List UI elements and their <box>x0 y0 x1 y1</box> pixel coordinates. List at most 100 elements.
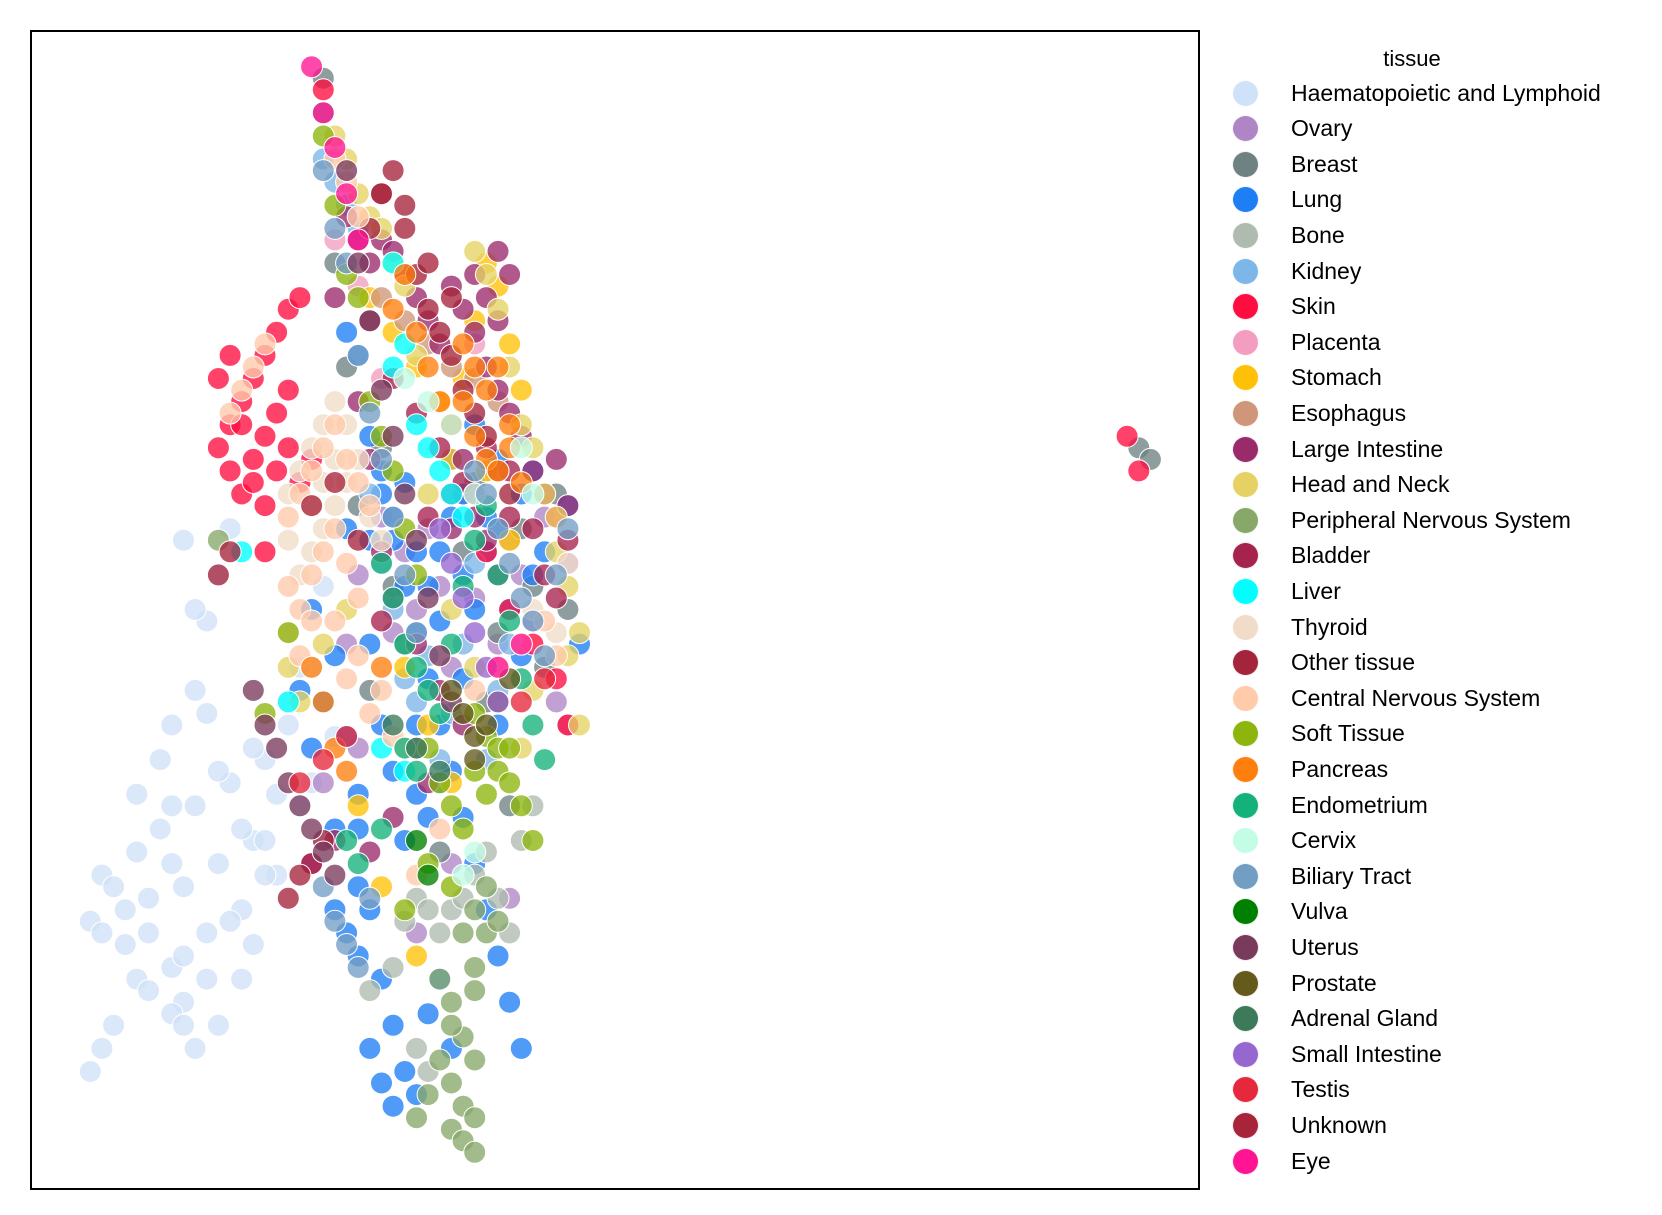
scatter-point <box>463 424 487 448</box>
scatter-point <box>509 586 533 610</box>
scatter-point <box>300 655 324 679</box>
scatter-point <box>311 78 335 102</box>
scatter-point <box>381 1094 405 1118</box>
scatter-point <box>416 586 440 610</box>
scatter-point <box>439 482 463 506</box>
legend-item: Esophagus <box>1222 395 1406 431</box>
scatter-point <box>393 563 417 587</box>
legend-marker <box>1232 399 1259 427</box>
legend-label: Peripheral Nervous System <box>1291 506 1571 533</box>
legend-marker <box>1232 1005 1259 1033</box>
legend-item: Ovary <box>1222 111 1352 147</box>
scatter-point <box>439 286 463 310</box>
scatter-point <box>183 598 207 621</box>
scatter-point <box>486 517 510 541</box>
scatter-point <box>323 390 347 414</box>
scatter-point <box>346 205 370 229</box>
legend-item: Endometrium <box>1222 787 1428 823</box>
scatter-point <box>463 898 487 922</box>
scatter-point <box>544 447 568 471</box>
legend-label: Liver <box>1291 577 1341 604</box>
legend-title: tissue <box>1383 46 1441 71</box>
legend-item: Head and Neck <box>1222 467 1450 503</box>
scatter-point <box>393 898 417 922</box>
scatter-point <box>463 528 487 552</box>
legend-item: Unknown <box>1222 1107 1387 1143</box>
legend-item: Eye <box>1222 1143 1331 1179</box>
scatter-point <box>463 840 487 864</box>
scatter-point <box>544 586 568 610</box>
scatter-point <box>253 540 277 564</box>
scatter-point <box>509 690 533 714</box>
scatter-point <box>346 251 370 275</box>
scatter-point <box>381 1013 405 1037</box>
scatter-point <box>544 563 568 587</box>
scatter-point <box>463 1140 487 1164</box>
scatter-point <box>498 609 522 633</box>
scatter-point <box>346 286 370 310</box>
scatter-point <box>556 517 580 541</box>
scatter-point <box>509 378 533 402</box>
scatter-point <box>311 690 335 714</box>
legend-item: Kidney <box>1222 253 1361 289</box>
scatter-point <box>276 621 300 645</box>
scatter-point <box>323 471 347 494</box>
scatter-point <box>346 528 370 552</box>
scatter-point <box>335 725 359 748</box>
legend-item: Pancreas <box>1222 751 1388 787</box>
scatter-point <box>428 459 452 483</box>
scatter-point <box>90 921 114 945</box>
scatter-point <box>288 863 312 887</box>
scatter-point <box>439 413 463 437</box>
legend-item: Large Intestine <box>1222 431 1443 467</box>
scatter-point <box>486 239 510 263</box>
scatter-point <box>521 713 545 737</box>
scatter-point <box>195 702 219 725</box>
scatter-point <box>463 459 487 483</box>
legend-marker <box>1232 827 1259 855</box>
scatter-point <box>113 933 137 956</box>
scatter-point <box>323 909 347 933</box>
scatter-point <box>428 1048 452 1072</box>
scatter-point <box>218 343 242 367</box>
scatter-point <box>206 852 230 876</box>
legend-item: Biliary Tract <box>1222 858 1411 894</box>
scatter-point <box>451 505 475 529</box>
scatter-point <box>241 355 265 379</box>
legend-item: Adrenal Gland <box>1222 1001 1438 1037</box>
scatter-point <box>428 320 452 344</box>
scatter-point <box>451 332 475 356</box>
scatter-point <box>148 748 172 772</box>
legend-marker <box>1232 1076 1259 1104</box>
scatter-point <box>253 863 277 887</box>
scatter-point <box>393 193 417 217</box>
scatter-point <box>451 702 475 725</box>
scatter-point <box>1115 424 1139 448</box>
scatter-point <box>370 182 393 206</box>
scatter-point <box>323 517 347 541</box>
scatter-point <box>102 875 126 899</box>
plot-area <box>30 30 1200 1190</box>
scatter-point <box>335 447 359 471</box>
scatter-point <box>265 459 289 483</box>
legend-item: Thyroid <box>1222 609 1368 645</box>
scatter-point <box>311 540 335 564</box>
scatter-point <box>521 609 545 633</box>
scatter-point <box>405 621 428 645</box>
legend-item: Small Intestine <box>1222 1036 1442 1072</box>
legend-label: Cervix <box>1291 827 1357 854</box>
legend-label: Pancreas <box>1291 755 1389 782</box>
legend-item: Bone <box>1222 217 1345 253</box>
legend-marker <box>1232 293 1259 321</box>
scatter-point <box>474 782 498 806</box>
scatter-point <box>463 979 487 1003</box>
scatter-point <box>405 759 428 783</box>
scatter-point <box>451 921 475 945</box>
scatter-point <box>498 771 522 795</box>
scatter-point <box>393 216 417 240</box>
legend-marker <box>1232 649 1259 677</box>
scatter-point <box>451 586 475 610</box>
scatter-point <box>416 1002 440 1026</box>
scatter-point <box>416 482 440 506</box>
scatter-point <box>463 956 487 979</box>
